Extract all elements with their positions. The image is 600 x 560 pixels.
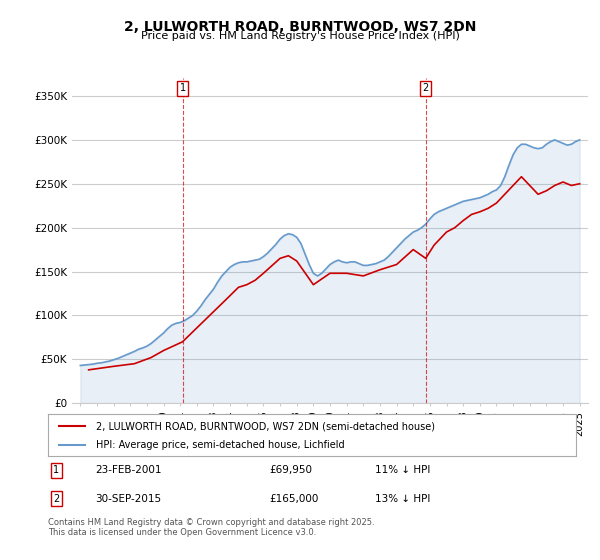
Text: 30-SEP-2015: 30-SEP-2015 — [95, 493, 161, 503]
Text: 11% ↓ HPI: 11% ↓ HPI — [376, 465, 431, 475]
Text: 1: 1 — [53, 465, 59, 475]
Text: 23-FEB-2001: 23-FEB-2001 — [95, 465, 162, 475]
Text: £165,000: £165,000 — [270, 493, 319, 503]
Text: 2, LULWORTH ROAD, BURNTWOOD, WS7 2DN (semi-detached house): 2, LULWORTH ROAD, BURNTWOOD, WS7 2DN (se… — [95, 421, 434, 431]
Text: Price paid vs. HM Land Registry's House Price Index (HPI): Price paid vs. HM Land Registry's House … — [140, 31, 460, 41]
Text: HPI: Average price, semi-detached house, Lichfield: HPI: Average price, semi-detached house,… — [95, 440, 344, 450]
Text: 1: 1 — [179, 83, 185, 93]
Text: £69,950: £69,950 — [270, 465, 313, 475]
Text: 13% ↓ HPI: 13% ↓ HPI — [376, 493, 431, 503]
Text: 2, LULWORTH ROAD, BURNTWOOD, WS7 2DN: 2, LULWORTH ROAD, BURNTWOOD, WS7 2DN — [124, 20, 476, 34]
Text: Contains HM Land Registry data © Crown copyright and database right 2025.
This d: Contains HM Land Registry data © Crown c… — [48, 518, 374, 538]
Text: 2: 2 — [422, 83, 429, 93]
Text: 2: 2 — [53, 493, 59, 503]
